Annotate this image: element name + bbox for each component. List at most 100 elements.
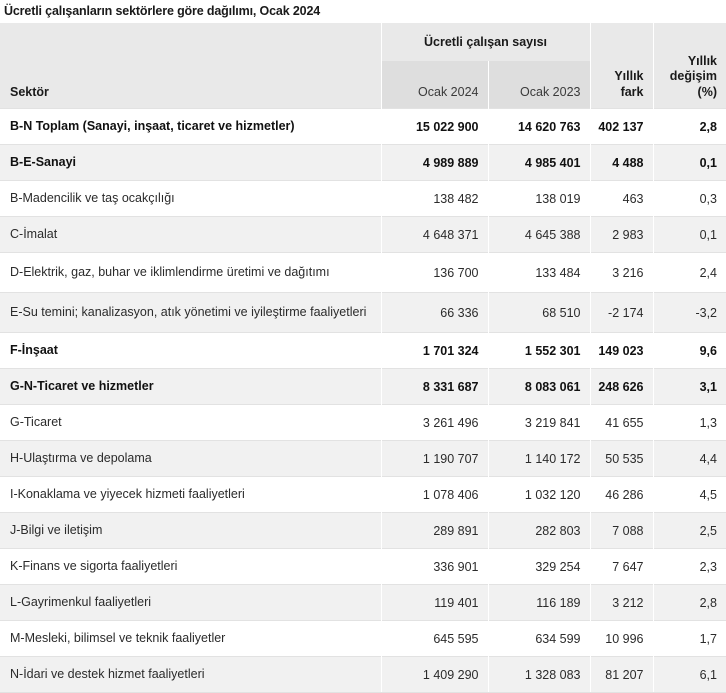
- cell-annual-change-pct: 6,1: [652, 656, 726, 693]
- cell-sector: G-N-Ticaret ve hizmetler: [0, 368, 381, 405]
- cell-sector: N-İdari ve destek hizmet faaliyetleri: [0, 656, 381, 693]
- employment-by-sector-table: Sektör Ücretli çalışan sayısı Yıllık far…: [0, 23, 726, 693]
- annual-change-line-3: (%): [697, 84, 717, 99]
- cell-sector: C-İmalat: [0, 216, 381, 253]
- table-row: G-N-Ticaret ve hizmetler 8 331 687 8 083 0…: [0, 368, 726, 405]
- table-row: H-Ulaştırma ve depolama 1 190 707 1 140 17…: [0, 440, 726, 477]
- cell-sector: H-Ulaştırma ve depolama: [0, 440, 381, 477]
- cell-ocak-2023: 3 219 841: [487, 404, 590, 441]
- cell-ocak-2024: 8 331 687: [380, 368, 488, 405]
- cell-annual-change-pct: 0,3: [652, 180, 726, 217]
- cell-ocak-2024: 3 261 496: [380, 404, 488, 441]
- header-row-group: Sektör Ücretli çalışan sayısı Yıllık far…: [0, 23, 726, 109]
- cell-sector: E-Su temini; kanalizasyon, atık yönetimi…: [0, 292, 381, 333]
- cell-annual-difference: 81 207: [589, 656, 653, 693]
- cell-ocak-2024: 1 409 290: [380, 656, 488, 693]
- table-row: B-N Toplam (Sanayi, inşaat, ticaret ve h…: [0, 108, 726, 145]
- column-header-ocak-2024: Ocak 2024: [380, 61, 488, 109]
- cell-sector: L-Gayrimenkul faaliyetleri: [0, 584, 381, 621]
- cell-ocak-2023: 68 510: [487, 292, 590, 333]
- cell-annual-difference: 463: [589, 180, 653, 217]
- cell-ocak-2024: 1 701 324: [380, 332, 488, 369]
- cell-ocak-2023: 138 019: [487, 180, 590, 217]
- column-header-sector: Sektör: [0, 23, 381, 109]
- cell-sector: J-Bilgi ve iletişim: [0, 512, 381, 549]
- cell-sector: B-Madencilik ve taş ocakçılığı: [0, 180, 381, 217]
- cell-ocak-2023: 329 254: [487, 548, 590, 585]
- table-body: B-N Toplam (Sanayi, inşaat, ticaret ve h…: [0, 108, 726, 693]
- cell-ocak-2024: 15 022 900: [380, 108, 488, 145]
- cell-ocak-2024: 336 901: [380, 548, 488, 585]
- cell-annual-change-pct: 0,1: [652, 216, 726, 253]
- cell-annual-difference: 50 535: [589, 440, 653, 477]
- annual-change-line-2: değişim: [669, 69, 717, 83]
- cell-annual-difference: 4 488: [589, 144, 653, 181]
- table-row: L-Gayrimenkul faaliyetleri 119 401 116 189…: [0, 584, 726, 621]
- cell-sector: B-E-Sanayi: [0, 144, 381, 181]
- cell-annual-change-pct: 2,8: [652, 584, 726, 621]
- cell-annual-change-pct: 2,3: [652, 548, 726, 585]
- cell-annual-difference: 402 137: [589, 108, 653, 145]
- cell-annual-change-pct: 4,4: [652, 440, 726, 477]
- cell-ocak-2023: 634 599: [487, 620, 590, 657]
- table-row: F-İnşaat 1 701 324 1 552 301 149 023 9,6: [0, 332, 726, 369]
- cell-annual-difference: 3 216: [589, 252, 653, 293]
- cell-ocak-2024: 138 482: [380, 180, 488, 217]
- annual-difference-line-1: Yıllık: [614, 69, 644, 83]
- table-row: E-Su temini; kanalizasyon, atık yönetimi…: [0, 292, 726, 333]
- cell-annual-change-pct: 1,7: [652, 620, 726, 657]
- cell-ocak-2023: 1 328 083: [487, 656, 590, 693]
- table-row: K-Finans ve sigorta faaliyetleri 336 901 3…: [0, 548, 726, 585]
- annual-difference-line-2: fark: [620, 84, 644, 99]
- cell-ocak-2024: 4 648 371: [380, 216, 488, 253]
- cell-ocak-2023: 14 620 763: [487, 108, 590, 145]
- cell-ocak-2023: 282 803: [487, 512, 590, 549]
- cell-ocak-2023: 116 189: [487, 584, 590, 621]
- cell-ocak-2024: 289 891: [380, 512, 488, 549]
- cell-ocak-2024: 1 190 707: [380, 440, 488, 477]
- cell-annual-difference: 248 626: [589, 368, 653, 405]
- column-header-ocak-2023: Ocak 2023: [487, 61, 590, 109]
- cell-annual-change-pct: 9,6: [652, 332, 726, 369]
- cell-annual-difference: 41 655: [589, 404, 653, 441]
- column-header-group-employee-count: Ücretli çalışan sayısı: [380, 23, 591, 61]
- cell-annual-change-pct: 2,5: [652, 512, 726, 549]
- cell-annual-change-pct: 3,1: [652, 368, 726, 405]
- page-title: Ücretli çalışanların sektörlere göre dağ…: [4, 4, 321, 18]
- cell-sector: K-Finans ve sigorta faaliyetleri: [0, 548, 381, 585]
- cell-ocak-2023: 133 484: [487, 252, 590, 293]
- cell-annual-difference: 10 996: [589, 620, 653, 657]
- cell-sector: F-İnşaat: [0, 332, 381, 369]
- cell-sector: G-Ticaret: [0, 404, 381, 441]
- cell-annual-change-pct: 2,8: [652, 108, 726, 145]
- cell-ocak-2024: 1 078 406: [380, 476, 488, 513]
- table-row: B-E-Sanayi 4 989 889 4 985 401 4 488 0,1: [0, 144, 726, 181]
- cell-ocak-2023: 4 645 388: [487, 216, 590, 253]
- table-row: I-Konaklama ve yiyecek hizmeti faaliyetl…: [0, 476, 726, 513]
- cell-ocak-2024: 4 989 889: [380, 144, 488, 181]
- cell-ocak-2024: 645 595: [380, 620, 488, 657]
- annual-change-line-1: Yıllık: [687, 53, 717, 68]
- cell-ocak-2024: 136 700: [380, 252, 488, 293]
- cell-ocak-2024: 66 336: [380, 292, 488, 333]
- cell-ocak-2023: 4 985 401: [487, 144, 590, 181]
- cell-ocak-2023: 1 140 172: [487, 440, 590, 477]
- cell-annual-difference: 7 088: [589, 512, 653, 549]
- table-header: Sektör Ücretli çalışan sayısı Yıllık far…: [0, 23, 726, 109]
- cell-ocak-2024: 119 401: [380, 584, 488, 621]
- cell-annual-difference: 7 647: [589, 548, 653, 585]
- table-row: G-Ticaret 3 261 496 3 219 841 41 655 1,3: [0, 404, 726, 441]
- table-row: J-Bilgi ve iletişim 289 891 282 803 7 088 2,…: [0, 512, 726, 549]
- cell-sector: M-Mesleki, bilimsel ve teknik faaliyetle…: [0, 620, 381, 657]
- table-row: M-Mesleki, bilimsel ve teknik faaliyetle…: [0, 620, 726, 657]
- column-header-annual-change-pct: Yıllık değişim (%): [652, 23, 726, 109]
- cell-ocak-2023: 1 552 301: [487, 332, 590, 369]
- table-row: N-İdari ve destek hizmet faaliyetleri 1 4…: [0, 656, 726, 693]
- cell-annual-change-pct: 1,3: [652, 404, 726, 441]
- column-header-annual-difference: Yıllık fark: [589, 23, 653, 109]
- cell-annual-change-pct: 0,1: [652, 144, 726, 181]
- cell-annual-difference: 149 023: [589, 332, 653, 369]
- cell-annual-difference: 2 983: [589, 216, 653, 253]
- cell-sector: I-Konaklama ve yiyecek hizmeti faaliyetl…: [0, 476, 381, 513]
- table-row: C-İmalat 4 648 371 4 645 388 2 983 0,1: [0, 216, 726, 253]
